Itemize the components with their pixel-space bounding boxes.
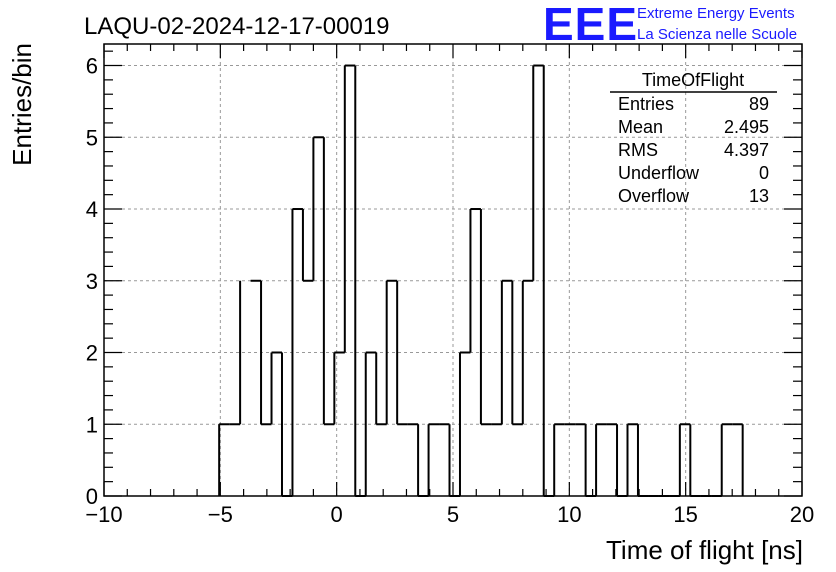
x-tick-label: 5 xyxy=(447,502,459,527)
grid-lines xyxy=(104,44,802,496)
x-tick-label: −10 xyxy=(85,502,122,527)
x-tick-label: 15 xyxy=(673,502,697,527)
stats-label-mean: Mean xyxy=(618,117,663,137)
stats-label-entries: Entries xyxy=(618,94,674,114)
y-tick-label: 1 xyxy=(86,412,98,437)
stats-value-entries: 89 xyxy=(749,94,769,114)
run-title: LAQU-02-2024-12-17-00019 xyxy=(84,13,390,40)
stats-value-mean: 2.495 xyxy=(724,117,769,137)
stats-label-overflow: Overflow xyxy=(618,186,690,206)
x-axis-title: Time of flight [ns] xyxy=(606,535,803,565)
y-tick-label: 4 xyxy=(86,197,98,222)
eee-logo: EEE Extreme Energy Events La Scienza nel… xyxy=(543,0,797,50)
stats-value-overflow: 13 xyxy=(749,186,769,206)
axes xyxy=(103,43,803,497)
stats-label-rms: RMS xyxy=(618,140,658,160)
x-tick-label: 10 xyxy=(557,502,581,527)
y-tick-label: 0 xyxy=(86,484,98,509)
y-tick-label: 2 xyxy=(86,341,98,366)
logo-line-1: Extreme Energy Events xyxy=(637,5,795,22)
y-tick-label: 3 xyxy=(86,269,98,294)
x-tick-label: 0 xyxy=(331,502,343,527)
x-tick-label: 20 xyxy=(790,502,814,527)
stats-value-underflow: 0 xyxy=(759,163,769,183)
stats-label-underflow: Underflow xyxy=(618,163,700,183)
stats-box: TimeOfFlight Entries 89 Mean 2.495 RMS 4… xyxy=(610,70,777,206)
tick-labels: −10 −5 0 5 10 15 20 0 1 2 3 4 5 6 xyxy=(85,54,814,527)
stats-title: TimeOfFlight xyxy=(642,70,744,90)
logo-line-2: La Scienza nelle Scuole xyxy=(637,26,797,43)
y-tick-label: 5 xyxy=(86,125,98,150)
logo-letters: EEE xyxy=(543,0,638,50)
y-axis-title: Entries/bin xyxy=(7,43,37,166)
y-tick-label: 6 xyxy=(86,54,98,79)
stats-value-rms: 4.397 xyxy=(724,140,769,160)
x-tick-label: −5 xyxy=(208,502,233,527)
